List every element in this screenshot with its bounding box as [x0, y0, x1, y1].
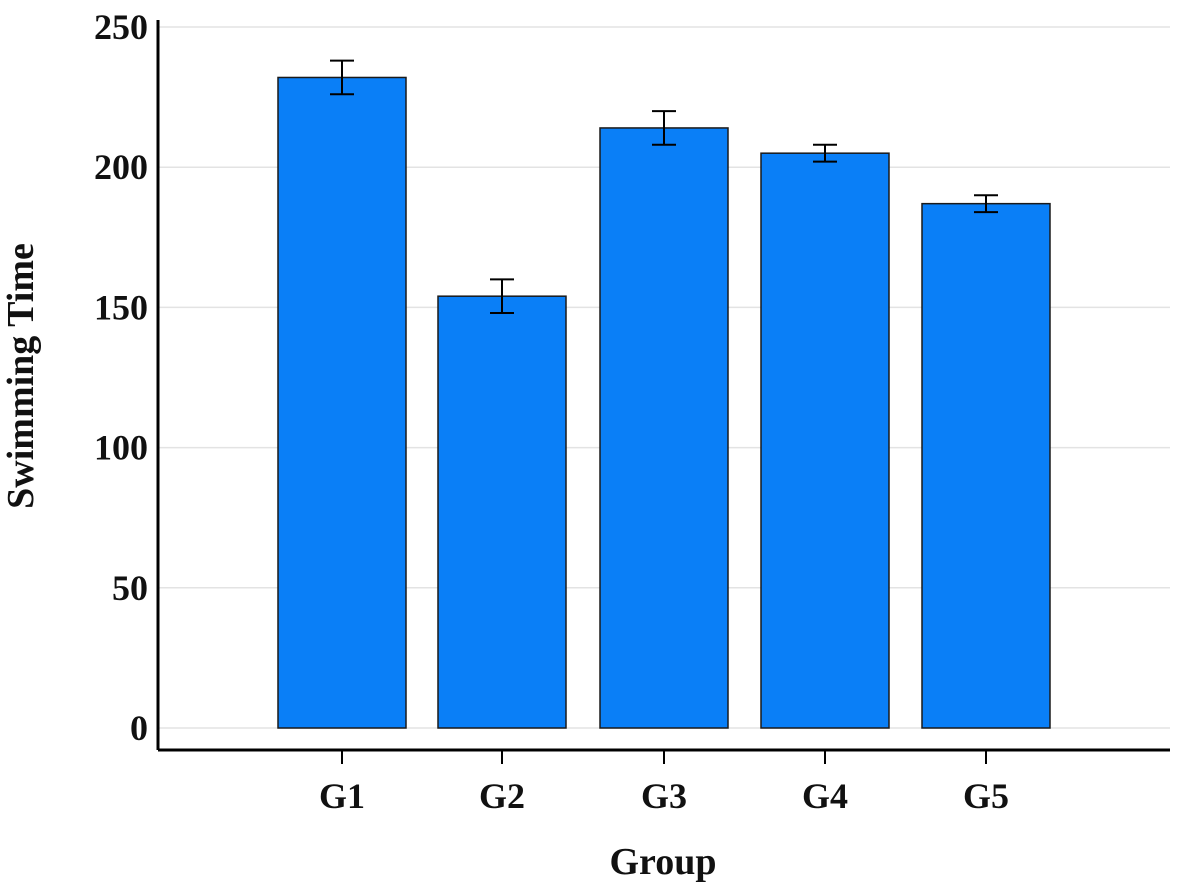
x-tick-labels: G1 G2 G3 G4 G5 [319, 750, 1009, 816]
bar-g1 [277, 76, 407, 729]
y-tick-label: 0 [130, 708, 148, 748]
y-tick-label: 100 [94, 428, 148, 468]
x-tick-label: G3 [641, 776, 687, 816]
y-tick-label: 150 [94, 287, 148, 327]
y-tick-label: 250 [94, 7, 148, 47]
error-bar-g2 [490, 278, 514, 315]
error-bar-g3 [652, 110, 676, 146]
y-tick-labels: 0 50 100 150 200 250 [94, 7, 148, 748]
error-bar-g4 [813, 143, 837, 163]
error-bar-g5 [974, 194, 998, 214]
bar-g2 [437, 295, 567, 729]
y-axis-title: Swimming Time [0, 243, 42, 509]
error-bars [330, 59, 998, 315]
y-tick-label: 50 [112, 568, 148, 608]
x-tick-label: G4 [802, 776, 848, 816]
bar-g3 [599, 127, 729, 729]
x-tick-label: G2 [479, 776, 525, 816]
bar-g5 [921, 202, 1051, 729]
bar-g4 [760, 152, 890, 729]
y-tick-label: 200 [94, 147, 148, 187]
bars [277, 76, 1051, 729]
x-axis-title: Group [609, 841, 716, 883]
error-bar-g1 [330, 59, 354, 96]
x-tick-label: G1 [319, 776, 365, 816]
x-tick-label: G5 [963, 776, 1009, 816]
